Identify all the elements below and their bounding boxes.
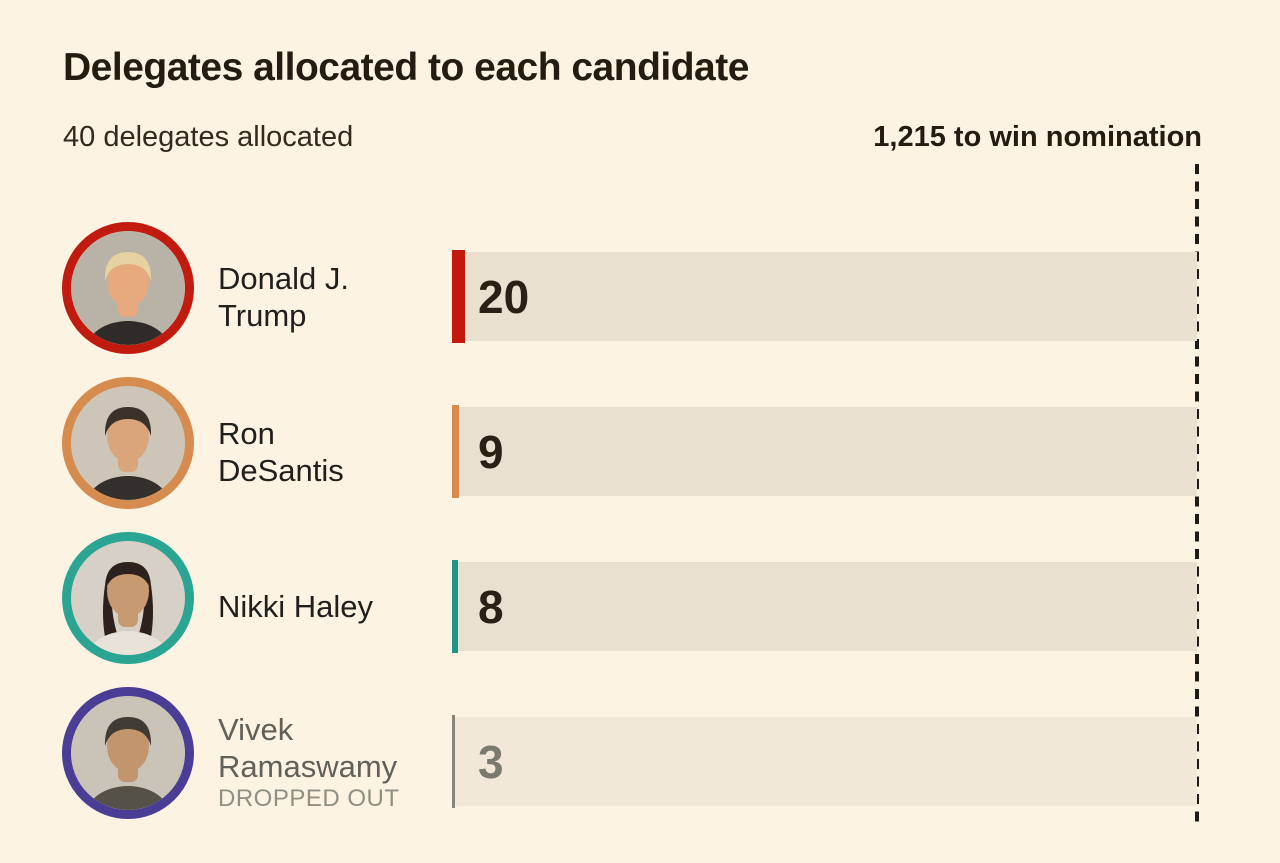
candidate-name-line1: Donald J.: [218, 260, 349, 296]
candidate-portrait-icon: [71, 696, 185, 810]
candidate-row: Donald J. Trump 20: [0, 222, 1280, 354]
candidate-name: Donald J. Trump: [218, 250, 443, 343]
candidate-name-line1: Vivek: [218, 711, 294, 747]
avatar: [62, 222, 194, 354]
delegate-bar-track: 8: [452, 560, 1197, 653]
candidate-name: Nikki Haley: [218, 560, 443, 653]
delegate-count: 8: [478, 580, 504, 633]
chart-title: Delegates allocated to each candidate: [63, 46, 749, 89]
candidate-status: DROPPED OUT: [218, 784, 400, 812]
delegate-count: 20: [478, 270, 530, 323]
candidate-name-line2: Trump: [218, 297, 307, 333]
candidate-row: Nikki Haley 8: [0, 532, 1280, 664]
candidate-portrait-icon: [71, 541, 185, 655]
candidate-row: Ron DeSantis 9: [0, 377, 1280, 509]
delegate-bar-fill: [452, 560, 458, 653]
allocated-subtitle: 40 delegates allocated: [63, 121, 354, 153]
avatar: [62, 687, 194, 819]
delegate-count: 3: [478, 735, 504, 788]
delegate-bar-fill: [452, 405, 459, 498]
threshold-label: 1,215 to win nomination: [873, 121, 1202, 153]
avatar: [62, 532, 194, 664]
candidate-portrait-icon: [71, 386, 185, 500]
delegate-bar-track: 9: [452, 405, 1197, 498]
candidate-name: Ron DeSantis: [218, 405, 443, 498]
delegate-bar-track: 3: [452, 715, 1197, 808]
candidate-name-line2: DeSantis: [218, 452, 344, 488]
delegate-bar-fill: [452, 715, 455, 808]
avatar: [62, 377, 194, 509]
delegate-count: 9: [478, 425, 504, 478]
candidate-name-line2: Ramaswamy: [218, 748, 398, 784]
candidate-row: Vivek Ramaswamy DROPPED OUT 3: [0, 687, 1280, 819]
candidate-name: Vivek Ramaswamy DROPPED OUT: [218, 712, 443, 812]
candidate-name-line1: Nikki Haley: [218, 589, 374, 624]
delegate-bar-track: 20: [452, 250, 1197, 343]
candidate-name-line1: Ron: [218, 415, 275, 451]
threshold-dashed-line: [1195, 164, 1199, 824]
candidate-portrait-icon: [71, 231, 185, 345]
delegate-bar-fill: [452, 250, 465, 343]
